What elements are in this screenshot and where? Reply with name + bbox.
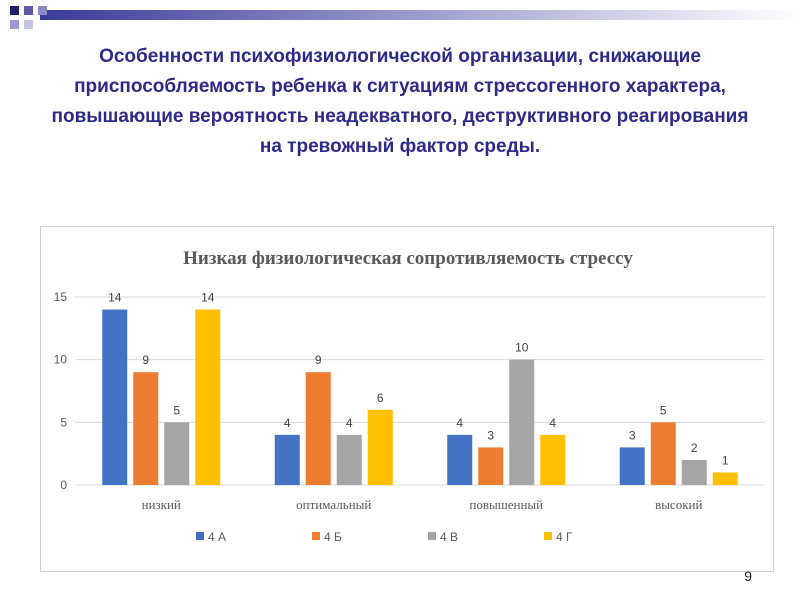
x-tick-label: высокий [655, 497, 702, 512]
x-tick-label: повышенный [469, 497, 543, 512]
legend-swatch [428, 532, 436, 540]
header-decoration [10, 6, 800, 29]
legend-swatch [312, 532, 320, 540]
header-square [10, 6, 19, 15]
data-label: 4 [549, 416, 556, 430]
data-label: 14 [201, 291, 215, 305]
legend-swatch [544, 532, 552, 540]
legend-label: 4 А [208, 530, 226, 544]
data-label: 4 [456, 416, 463, 430]
x-tick-label: оптимальный [296, 497, 371, 512]
data-label: 2 [691, 441, 698, 455]
bar [478, 447, 504, 485]
bar-chart: Низкая физиологическая сопротивляемость … [54, 248, 765, 544]
bar [305, 372, 331, 485]
bar [274, 434, 300, 485]
header-gradient-bar [40, 10, 800, 20]
bar [102, 309, 128, 485]
bar [133, 372, 159, 485]
legend-swatch [196, 532, 204, 540]
slide-title: Особенности психофизиологической организ… [51, 46, 749, 157]
header-square [38, 6, 47, 15]
legend-label: 4 В [440, 530, 458, 544]
x-tick-label: низкий [142, 497, 181, 512]
data-label: 1 [722, 453, 729, 467]
bar [681, 459, 707, 485]
bar [509, 359, 535, 485]
bar [650, 422, 676, 485]
data-label: 6 [377, 391, 384, 405]
data-label: 9 [142, 353, 149, 367]
bar [164, 422, 190, 485]
legend-label: 4 Б [324, 530, 342, 544]
header-square [24, 6, 33, 15]
bar [195, 309, 221, 485]
data-label: 3 [487, 428, 494, 442]
bar [367, 409, 393, 485]
header-square [10, 20, 19, 29]
legend-label: 4 Г [556, 530, 573, 544]
data-label: 4 [284, 416, 291, 430]
y-tick-label: 15 [54, 290, 68, 304]
bar [336, 434, 362, 485]
bar [619, 447, 645, 485]
y-tick-label: 10 [54, 353, 68, 367]
bar [712, 472, 738, 485]
chart-container: Низкая физиологическая сопротивляемость … [40, 226, 774, 572]
data-label: 5 [660, 403, 667, 417]
data-label: 9 [315, 353, 322, 367]
header-square [24, 20, 33, 29]
data-label: 14 [108, 291, 122, 305]
data-label: 5 [173, 403, 180, 417]
bar [447, 434, 473, 485]
chart-title: Низкая физиологическая сопротивляемость … [183, 248, 633, 269]
data-label: 3 [629, 428, 636, 442]
data-label: 4 [346, 416, 353, 430]
y-tick-label: 0 [60, 478, 67, 492]
data-label: 10 [515, 341, 529, 355]
page-number: 9 [744, 568, 752, 584]
y-tick-label: 5 [60, 415, 67, 429]
bar [540, 434, 566, 485]
